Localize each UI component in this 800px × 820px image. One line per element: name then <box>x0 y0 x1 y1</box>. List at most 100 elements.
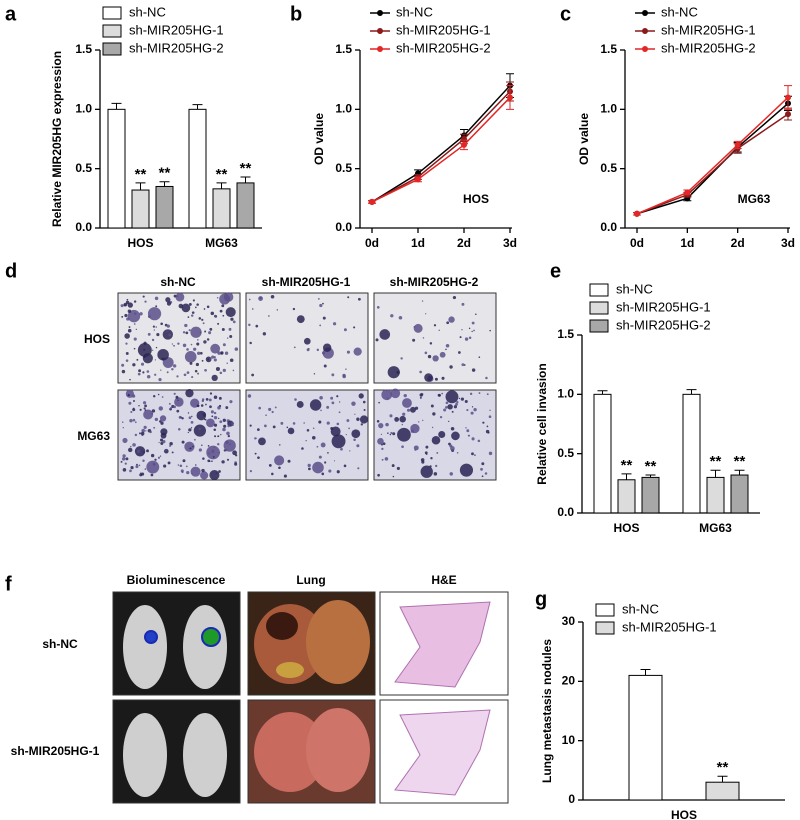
cell-stain <box>128 326 131 328</box>
y-tick-label: 0.5 <box>600 161 617 175</box>
legend-label: sh-MIR205HG-2 <box>616 317 711 332</box>
error-bar <box>111 102 122 110</box>
cell-stain <box>347 296 350 299</box>
cell-stain <box>293 346 296 349</box>
significance: ** <box>734 453 746 470</box>
legend-marker <box>377 28 383 34</box>
cell-stain <box>206 418 215 428</box>
legend-swatch <box>595 603 615 617</box>
cell-stain <box>132 363 136 367</box>
cell-stain <box>198 448 202 452</box>
cell-stain <box>130 410 133 414</box>
cell-stain <box>169 441 173 446</box>
cell-stain <box>331 434 346 449</box>
cell-stain <box>158 406 164 411</box>
cell-stain <box>120 460 123 463</box>
cell-stain <box>178 428 181 431</box>
cell-stain <box>195 464 197 466</box>
cell-stain <box>219 420 223 424</box>
legend-label: sh-MIR205HG-1 <box>129 22 224 37</box>
significance: ** <box>216 166 228 183</box>
cell-stain <box>190 343 193 346</box>
cell-stain <box>207 459 211 463</box>
cell-stain <box>143 425 147 429</box>
cell-stain <box>197 339 199 341</box>
cell-stain <box>223 424 227 428</box>
cell-stain <box>144 404 147 408</box>
cell-stain <box>160 421 164 425</box>
cell-stain <box>173 345 175 347</box>
cell-stain <box>453 405 458 409</box>
cell-stain <box>257 456 260 459</box>
cell-stain <box>397 427 411 442</box>
cell-stain <box>336 395 339 398</box>
cell-stain <box>157 393 160 396</box>
cell-stain <box>159 438 164 442</box>
row-label: sh-MIR205HG-1 <box>11 744 100 758</box>
cell-stain <box>191 311 195 314</box>
cell-stain <box>322 302 324 305</box>
cell-stain <box>135 328 137 330</box>
cell-stain <box>420 465 433 478</box>
error-bar <box>710 469 721 478</box>
cell-stain <box>320 442 326 448</box>
cell-stain <box>477 439 481 443</box>
cell-stain <box>209 405 212 409</box>
cell-stain <box>342 374 346 379</box>
significance: ** <box>710 453 722 470</box>
cell-stain <box>201 359 204 362</box>
panel-letter: e <box>550 260 561 282</box>
cell-stain <box>321 472 325 476</box>
cell-stain <box>126 298 129 301</box>
cell-stain <box>139 312 143 316</box>
cell-stain <box>278 444 281 446</box>
cell-stain <box>320 409 322 412</box>
cell-stain <box>392 475 395 478</box>
cell-stain <box>441 376 445 380</box>
cell-stain <box>317 297 320 300</box>
y-tick-label: 1.5 <box>557 327 574 341</box>
cell-stain <box>219 371 223 375</box>
cell-stain <box>468 336 472 340</box>
cell-stain <box>425 445 429 449</box>
cell-stain <box>136 463 138 466</box>
cell-stain <box>220 433 222 436</box>
legend-marker <box>377 10 383 16</box>
cell-stain <box>203 308 206 310</box>
cell-stain <box>193 424 206 437</box>
cell-stain <box>138 369 142 373</box>
cell-stain <box>287 459 291 463</box>
cell-stain <box>151 409 156 413</box>
cell-stain <box>287 427 295 435</box>
cell-stain <box>178 303 184 309</box>
cell-stain <box>249 424 252 427</box>
cell-stain <box>160 369 162 371</box>
cell-stain <box>195 362 200 367</box>
cell-stain <box>382 442 386 446</box>
cell-stain <box>456 451 459 454</box>
cell-stain <box>190 427 193 429</box>
cell-stain <box>451 410 454 413</box>
cell-stain <box>390 431 393 435</box>
annotation: MG63 <box>738 192 771 206</box>
cell-stain <box>136 449 141 454</box>
cell-stain <box>186 371 190 374</box>
cell-stain <box>482 421 485 424</box>
cell-stain <box>211 460 213 463</box>
cell-stain <box>160 322 163 326</box>
cell-stain <box>305 439 307 442</box>
cell-stain <box>185 389 194 398</box>
cell-stain <box>356 417 360 421</box>
cell-stain <box>225 307 236 318</box>
cell-stain <box>327 452 329 454</box>
cell-stain <box>169 444 172 447</box>
cell-stain <box>481 475 484 478</box>
cell-stain <box>202 457 205 460</box>
significance: ** <box>645 458 657 475</box>
cell-stain <box>132 408 136 412</box>
cell-stain <box>331 401 335 405</box>
cell-stain <box>164 449 167 451</box>
cell-stain <box>222 343 226 347</box>
cell-stain <box>184 351 197 363</box>
cell-stain <box>191 415 193 418</box>
